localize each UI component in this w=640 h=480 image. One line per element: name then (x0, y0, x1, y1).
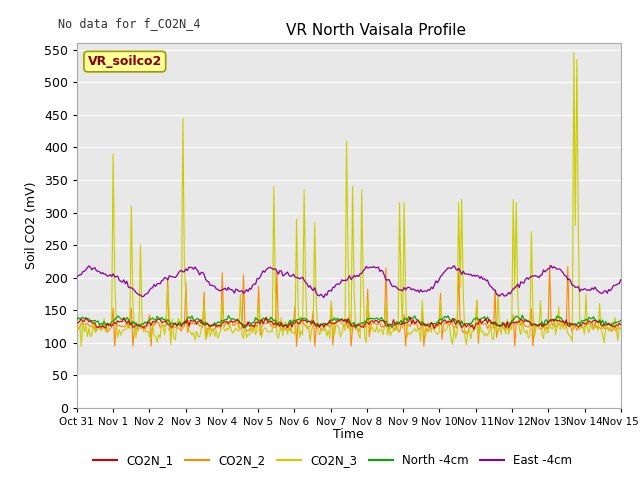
Y-axis label: Soil CO2 (mV): Soil CO2 (mV) (25, 182, 38, 269)
Legend: CO2N_1, CO2N_2, CO2N_3, North -4cm, East -4cm: CO2N_1, CO2N_2, CO2N_3, North -4cm, East… (88, 449, 577, 472)
Title: VR North Vaisala Profile: VR North Vaisala Profile (286, 23, 466, 38)
X-axis label: Time: Time (333, 429, 364, 442)
Text: VR_soilco2: VR_soilco2 (88, 55, 162, 68)
Text: No data for f_CO2N_4: No data for f_CO2N_4 (58, 17, 200, 30)
Bar (77, 375, 621, 408)
